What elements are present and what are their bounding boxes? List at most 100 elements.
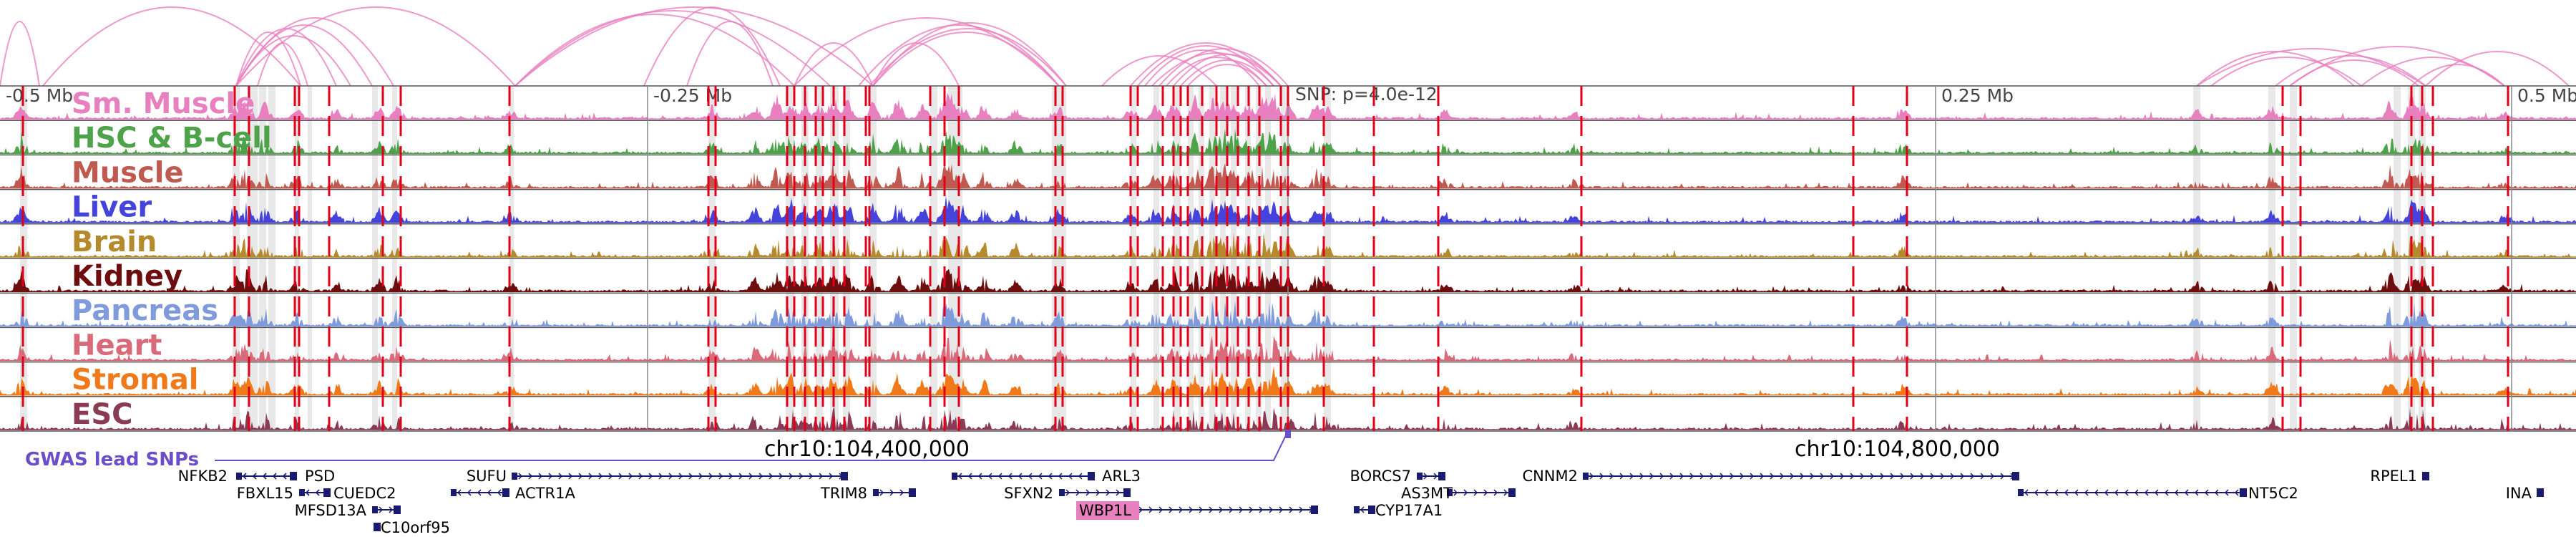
loop-arc (643, 6, 781, 87)
strand-arrow (1078, 473, 1083, 480)
gene-label: NT5C2 (2248, 485, 2298, 502)
strand-arrow (708, 473, 713, 480)
strand-arrow (262, 473, 267, 480)
loop-arc (1151, 52, 1282, 87)
strand-arrow (1116, 489, 1121, 496)
track-label: Liver (72, 191, 152, 224)
strand-arrow (1249, 506, 1254, 513)
strand-arrow (1649, 473, 1654, 480)
strand-arrow (658, 473, 663, 480)
strand-arrow (2194, 489, 2199, 496)
gene-label: TRIM8 (820, 485, 867, 502)
strand-arrow (899, 489, 904, 496)
strand-arrow (1860, 473, 1865, 480)
loop-arc (2411, 64, 2505, 87)
exon (1447, 489, 1453, 496)
strand-arrow (2000, 473, 2005, 480)
strand-arrow (1770, 473, 1775, 480)
strand-arrow (1669, 473, 1674, 480)
strand-arrow (242, 473, 247, 480)
exon (290, 472, 297, 480)
track-label: HSC & B-cell (72, 122, 272, 155)
strand-arrow (967, 473, 972, 480)
strand-arrow (829, 473, 834, 480)
strand-arrow (2074, 489, 2079, 496)
gene-label: SFXN2 (1004, 485, 1053, 502)
exon (374, 523, 381, 531)
strand-arrow (477, 489, 482, 496)
strand-arrow (1850, 473, 1855, 480)
gene-label: SUFU (467, 468, 507, 485)
strand-arrow (2124, 489, 2129, 496)
strand-arrow (1503, 489, 1508, 496)
strand-arrow (1158, 506, 1163, 513)
strand-arrow (1169, 506, 1174, 513)
strand-arrow (1493, 489, 1498, 496)
loop-arc (514, 10, 831, 87)
strand-arrow (1028, 473, 1033, 480)
strand-arrow (2224, 489, 2229, 496)
gwas-connector (215, 430, 1289, 461)
strand-arrow (2024, 489, 2029, 496)
strand-arrow (1970, 473, 1975, 480)
gene-highlight (1076, 501, 1139, 520)
scale-label: -0.5 Mb (6, 85, 73, 106)
strand-arrow (1960, 473, 1965, 480)
strand-arrow (1229, 506, 1234, 513)
strand-arrow (678, 473, 683, 480)
scale-label: 0.5 Mb (2517, 85, 2576, 106)
strand-arrow (608, 473, 613, 480)
loop-arc (2275, 55, 2426, 87)
gene-label: RPEL1 (2370, 468, 2417, 485)
strand-arrow (1068, 473, 1073, 480)
strand-arrow (718, 473, 723, 480)
loop-arc (514, 14, 795, 87)
track-label: Stromal (72, 364, 199, 397)
strand-arrow (1096, 489, 1101, 496)
strand-arrow (588, 473, 593, 480)
coordinate-label: chr10:104,800,000 (1795, 437, 2000, 462)
loop-arc (872, 32, 1060, 87)
gene-label: BORCS7 (1350, 468, 1411, 485)
track-label: Pancreas (72, 294, 218, 327)
strand-arrow (1299, 506, 1304, 513)
gene-label: C10orf95 (381, 519, 450, 536)
strand-arrow (1760, 473, 1765, 480)
strand-arrow (1085, 489, 1091, 496)
strand-arrow (2204, 489, 2209, 496)
strand-arrow (987, 473, 992, 480)
exon (372, 506, 378, 513)
exon (512, 473, 517, 480)
strand-arrow (997, 473, 1002, 480)
gene-label: CUEDC2 (333, 485, 396, 502)
strand-arrow (568, 473, 573, 480)
strand-arrow (957, 473, 962, 480)
strand-arrow (1780, 473, 1785, 480)
scale-label: -0.25 Mb (653, 85, 732, 106)
loop-arc (1173, 54, 1282, 87)
strand-arrow (1709, 473, 1714, 480)
strand-arrow (1018, 473, 1023, 480)
strand-arrow (879, 489, 884, 496)
strand-arrow (1810, 473, 1815, 480)
exon (2012, 472, 2019, 480)
exon (952, 473, 957, 480)
strand-arrow (618, 473, 623, 480)
strand-arrow (1199, 506, 1204, 513)
gene-label: PSD (305, 468, 335, 485)
strand-arrow (379, 506, 384, 513)
strand-arrow (2174, 489, 2179, 496)
strand-arrow (2134, 489, 2139, 496)
strand-arrow (467, 489, 472, 496)
gwas-snp-marker (1285, 430, 1291, 438)
strand-arrow (2164, 489, 2169, 496)
loop-arc (235, 24, 373, 87)
strand-arrow (1433, 473, 1438, 480)
strand-arrow (1179, 506, 1184, 513)
strand-arrow (1740, 473, 1745, 480)
strand-arrow (1008, 473, 1013, 480)
exon (1088, 472, 1095, 480)
strand-arrow (2144, 489, 2149, 496)
